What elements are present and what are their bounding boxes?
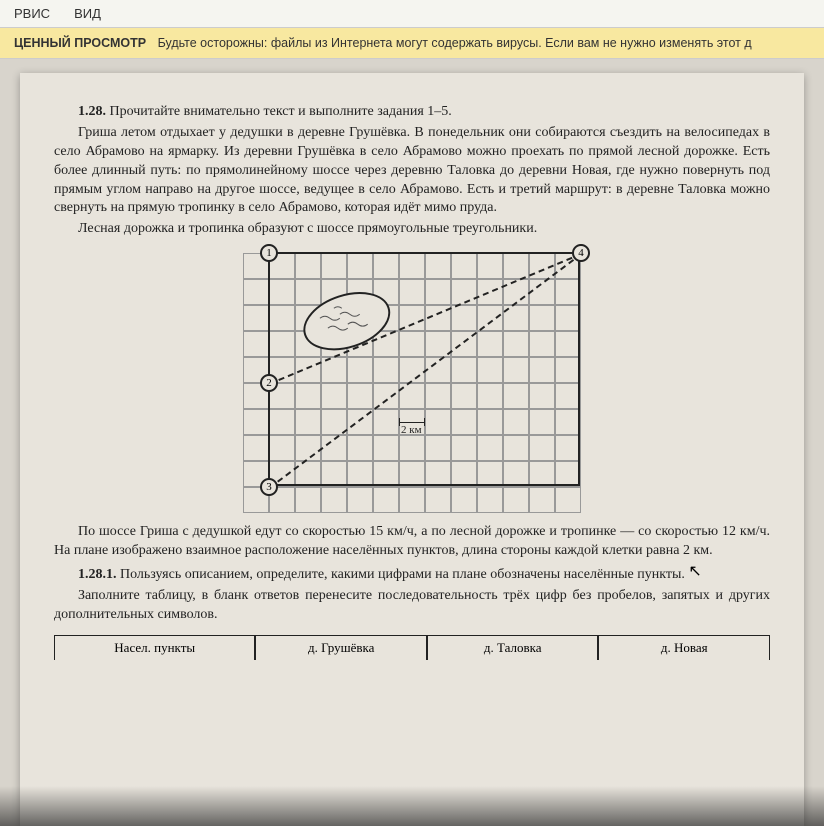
grid-cell — [243, 435, 269, 461]
table-header-1: д. Грушёвка — [255, 636, 427, 660]
highway-rectangle — [268, 252, 580, 486]
grid-cell — [295, 487, 321, 513]
table-header-2: д. Таловка — [427, 636, 599, 660]
grid-cell — [321, 487, 347, 513]
grid-cell — [243, 331, 269, 357]
table-header-0: Насел. пункты — [54, 636, 255, 660]
warning-title: ЦЕННЫЙ ПРОСМОТР — [14, 36, 146, 50]
app-screen: РВИС ВИД ЦЕННЫЙ ПРОСМОТР Будьте осторожн… — [0, 0, 824, 826]
map-node-2: 2 — [260, 374, 278, 392]
map-node-4: 4 — [572, 244, 590, 262]
grid-cell — [399, 487, 425, 513]
grid-cell — [347, 487, 373, 513]
grid-cell — [373, 487, 399, 513]
grid-cell — [503, 487, 529, 513]
subtask-number: 1.28.1. — [78, 567, 117, 582]
document-page: 1.28. Прочитайте внимательно текст и вып… — [20, 73, 804, 826]
map-node-1: 1 — [260, 244, 278, 262]
scale-label: 2 км — [401, 424, 422, 436]
map-diagram: 2 км1234 — [243, 253, 581, 513]
grid-cell — [529, 487, 555, 513]
menu-item-view[interactable]: ВИД — [74, 6, 101, 21]
menubar: РВИС ВИД — [0, 0, 824, 27]
grid-cell — [243, 279, 269, 305]
task-text: 1.28. Прочитайте внимательно текст и вып… — [54, 103, 770, 239]
menu-item-service[interactable]: РВИС — [14, 6, 50, 21]
table-header-3: д. Новая — [598, 636, 770, 660]
task-paragraph-1: Гриша летом отдыхает у дедушки в деревне… — [54, 124, 770, 218]
warning-text: Будьте осторожны: файлы из Интернета мог… — [158, 36, 752, 50]
grid-cell — [425, 487, 451, 513]
task-text-below: По шоссе Гриша с дедушкой едут со скорос… — [54, 523, 770, 624]
task-number: 1.28. — [78, 104, 106, 119]
diagram-container: 2 км1234 — [54, 253, 770, 513]
protected-view-warning: ЦЕННЫЙ ПРОСМОТР Будьте осторожны: файлы … — [0, 27, 824, 59]
grid-cell — [451, 487, 477, 513]
task-paragraph-3: По шоссе Гриша с дедушкой едут со скорос… — [54, 523, 770, 561]
subtask-paragraph-2: Заполните таблицу, в бланк ответов перен… — [54, 587, 770, 625]
grid-cell — [477, 487, 503, 513]
subtask-text: Пользуясь описанием, определите, какими … — [120, 567, 685, 582]
bottom-vignette — [0, 786, 824, 826]
grid-cell — [243, 409, 269, 435]
answer-table: Насел. пункты д. Грушёвка д. Таловка д. … — [54, 635, 770, 660]
grid-cell — [243, 305, 269, 331]
mouse-cursor-icon: ↖ — [688, 563, 701, 580]
map-node-3: 3 — [260, 478, 278, 496]
task-intro: Прочитайте внимательно текст и выполните… — [110, 104, 452, 119]
grid-cell — [555, 487, 581, 513]
task-paragraph-2: Лесная дорожка и тропинка образуют с шос… — [54, 220, 770, 239]
